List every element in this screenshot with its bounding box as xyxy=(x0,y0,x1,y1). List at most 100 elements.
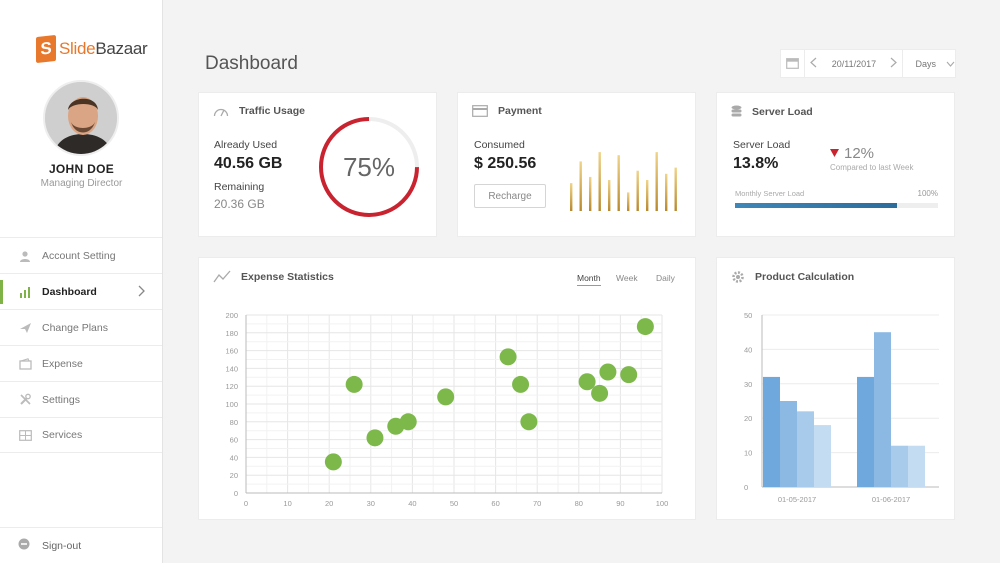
x-tick-label: 0 xyxy=(244,499,248,508)
scatter-point xyxy=(636,318,654,336)
sidebar-menu: Account Setting Dashboard Change Plans E… xyxy=(0,237,162,453)
used-value: 40.56 GB xyxy=(214,155,283,172)
tab-week[interactable]: Week xyxy=(616,273,638,283)
scatter-point xyxy=(345,375,363,393)
logo[interactable]: S SlideBazaar xyxy=(36,34,148,64)
y-tick-label: 40 xyxy=(230,453,238,462)
x-tick-label: 100 xyxy=(656,499,669,508)
load-label: Server Load xyxy=(733,139,791,151)
bar xyxy=(874,332,891,487)
x-tick-label: 01-05-2017 xyxy=(778,495,816,504)
scatter-point xyxy=(366,429,384,447)
chevron-right-icon xyxy=(890,57,897,70)
scatter-point xyxy=(437,388,455,406)
chevron-left-icon xyxy=(810,57,817,70)
bar-max: 100% xyxy=(917,189,938,198)
y-tick-label: 100 xyxy=(225,400,238,409)
payment-bar xyxy=(589,176,592,211)
tab-daily[interactable]: Daily xyxy=(656,273,675,283)
user-role: Managing Director xyxy=(40,178,123,189)
x-tick-label: 20 xyxy=(325,499,333,508)
expense-scatter-chart: 0 10 20 30 40 50 60 70 80 90 100 0 20 40 60 80 100 120 140… xyxy=(225,311,669,508)
card-title: Expense Statistics xyxy=(241,270,334,283)
scatter-point xyxy=(620,366,638,384)
signout-button[interactable]: Sign-out xyxy=(0,527,162,563)
gauge-percent: 75% xyxy=(343,152,395,182)
date-value: 20/11/2017 xyxy=(831,58,877,69)
sidebar-item-label: Expense xyxy=(42,357,83,370)
wallet-icon xyxy=(18,357,32,371)
change-value: 12% xyxy=(844,144,875,162)
card-title: Product Calculation xyxy=(755,271,855,283)
credit-card-icon xyxy=(472,105,488,117)
scatter-point xyxy=(324,453,342,471)
bar xyxy=(797,411,814,487)
y-tick-label: 40 xyxy=(744,345,752,354)
bar xyxy=(908,445,925,487)
x-tick-label: 40 xyxy=(408,499,416,508)
payment-bar xyxy=(674,167,677,211)
sidebar-item-settings[interactable]: Settings xyxy=(0,381,162,417)
power-icon xyxy=(18,538,30,553)
card-title: Payment xyxy=(498,105,542,117)
sidebar-item-account-setting[interactable]: Account Setting xyxy=(0,237,162,273)
scatter-point xyxy=(399,413,417,431)
bar xyxy=(857,376,874,487)
bar xyxy=(780,401,797,487)
sidebar-item-services[interactable]: Services xyxy=(0,417,162,453)
card-title: Server Load xyxy=(752,105,813,118)
x-tick-label: 50 xyxy=(450,499,458,508)
tab-month[interactable]: Month xyxy=(577,273,601,286)
logo-text: SlideBazaar xyxy=(59,39,148,58)
card-header: Traffic Usage xyxy=(213,105,305,117)
sidebar-item-dashboard[interactable]: Dashboard xyxy=(0,273,162,309)
server-load-bar xyxy=(735,203,938,208)
recharge-button[interactable]: Recharge xyxy=(474,184,546,208)
period-select[interactable]: Days xyxy=(903,50,940,77)
plane-icon xyxy=(18,321,32,335)
sidebar-item-change-plans[interactable]: Change Plans xyxy=(0,309,162,345)
scatter-point xyxy=(512,375,530,393)
avatar[interactable] xyxy=(43,80,119,156)
product-calculation-card: Product Calculation 0 10 20 30 40 50 01-05-201… xyxy=(716,257,955,520)
calendar-button[interactable] xyxy=(781,50,805,77)
card-title: Traffic Usage xyxy=(239,105,305,117)
chevron-right-icon xyxy=(138,285,146,300)
date-picker: 20/11/2017 Days xyxy=(780,49,956,78)
card-header: Expense Statistics xyxy=(213,270,334,283)
payment-bar xyxy=(570,183,573,211)
period-value: Days xyxy=(915,58,936,69)
bar-chart-icon xyxy=(18,285,32,299)
scatter-point xyxy=(591,384,609,402)
y-tick-label: 20 xyxy=(230,471,238,480)
payment-sparkbars xyxy=(570,152,677,211)
payment-card: Payment Consumed $ 250.56 Recharge xyxy=(457,92,696,237)
scatter-point xyxy=(520,413,538,431)
line-chart-icon xyxy=(213,270,231,283)
y-tick-label: 30 xyxy=(744,380,752,389)
sidebar-item-label: Services xyxy=(42,429,83,441)
payment-bar xyxy=(627,192,630,211)
signout-label: Sign-out xyxy=(42,539,82,552)
y-tick-label: 0 xyxy=(234,489,238,498)
sidebar-item-label: Account Setting xyxy=(42,249,116,262)
sidebar-item-label: Change Plans xyxy=(42,321,108,334)
payment-bar xyxy=(665,173,668,211)
bar xyxy=(891,445,908,487)
x-tick-label: 80 xyxy=(575,499,583,508)
scatter-point xyxy=(599,363,617,381)
user-icon xyxy=(18,249,32,263)
x-tick-label: 30 xyxy=(367,499,375,508)
sidebar-item-label: Dashboard xyxy=(42,285,97,298)
payment-bar xyxy=(655,152,658,211)
scatter-point xyxy=(499,348,517,366)
gauge-arc xyxy=(319,117,419,217)
chevron-down-icon[interactable] xyxy=(946,59,955,69)
next-date-button[interactable] xyxy=(885,50,904,77)
prev-date-button[interactable] xyxy=(805,50,823,77)
traffic-usage-card: Traffic Usage Already Used 40.56 GB Rema… xyxy=(198,92,437,237)
grid-icon xyxy=(18,428,32,442)
gear-icon xyxy=(731,270,745,284)
sidebar-item-expense[interactable]: Expense xyxy=(0,345,162,381)
user-name: JOHN DOE xyxy=(48,162,115,176)
